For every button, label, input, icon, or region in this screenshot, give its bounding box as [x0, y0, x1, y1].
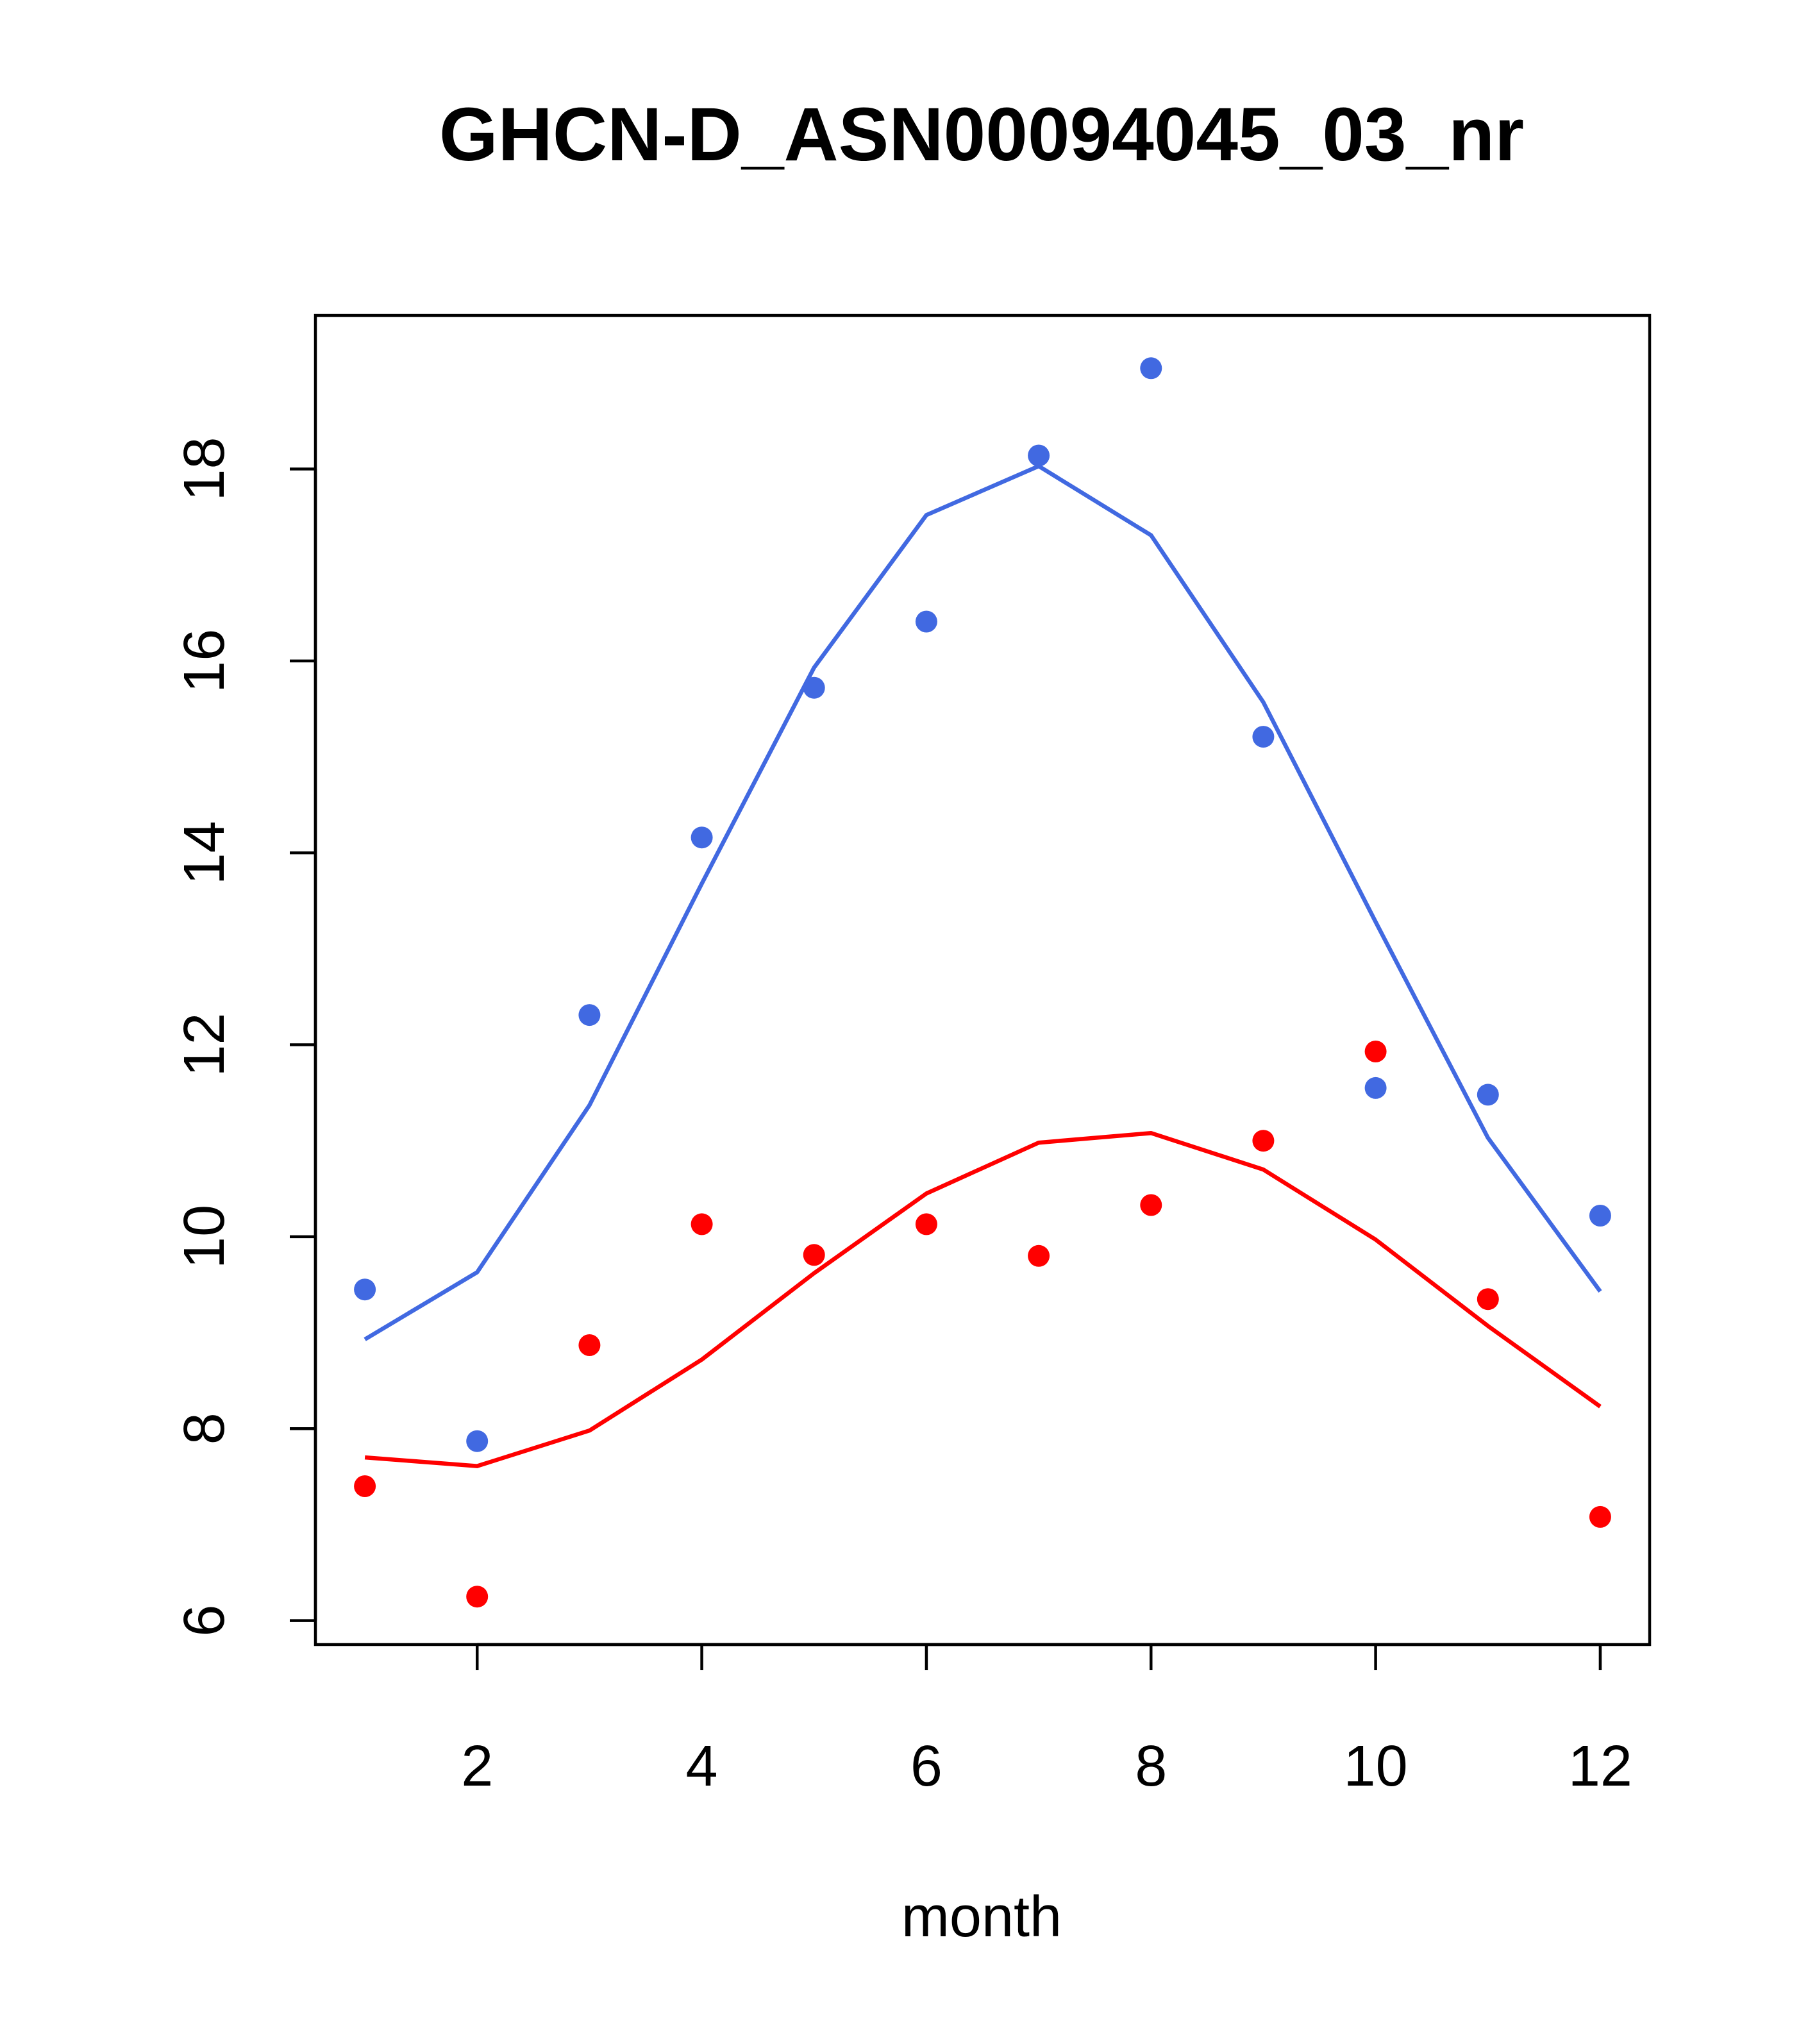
series-2-point [578, 1334, 601, 1356]
series-1-point [354, 1278, 376, 1301]
series-2-line [364, 1130, 1602, 1468]
series-1-point [1252, 726, 1275, 748]
series-2-point [1477, 1288, 1499, 1311]
series-1-point [1028, 444, 1050, 467]
series-1-line [364, 464, 1602, 1341]
series-2-point [1028, 1244, 1050, 1267]
y-tick-label: 8 [172, 1412, 237, 1445]
series-lines [364, 464, 1602, 1468]
x-axis: 2 4 6 8 10 12 [461, 1643, 1632, 1798]
series-1-point [466, 1430, 489, 1452]
plot-frame [314, 314, 1652, 1646]
series-2-point [466, 1586, 489, 1608]
series-points [354, 357, 1611, 1608]
series-2-point [691, 1213, 713, 1236]
series-2-point [803, 1244, 825, 1266]
y-tick-label: 14 [172, 821, 237, 885]
series-2-point [1140, 1194, 1162, 1216]
x-tick-label: 2 [461, 1734, 493, 1798]
chart-title: GHCN-D_ASN00094045_03_nr [439, 92, 1524, 177]
series-1-point [578, 1004, 601, 1026]
y-axis: 6 8 10 12 14 16 18 [172, 437, 317, 1637]
y-tick-label: 16 [172, 629, 237, 693]
x-tick-label: 10 [1344, 1734, 1408, 1798]
x-tick-label: 8 [1135, 1734, 1167, 1798]
series-2-point [354, 1475, 376, 1497]
x-axis-label: month [901, 1885, 1062, 1949]
series-1-point [915, 610, 937, 633]
x-tick-label: 4 [686, 1734, 718, 1798]
series-1-point [1589, 1205, 1611, 1227]
series-2-point [1364, 1041, 1387, 1062]
series-1-point [803, 676, 825, 699]
series-1-point [1140, 357, 1162, 380]
series-1-point [1364, 1076, 1387, 1099]
y-tick-label: 6 [172, 1605, 237, 1637]
series-1-point [691, 826, 713, 849]
y-tick-label: 18 [172, 437, 237, 501]
y-tick-label: 12 [172, 1012, 237, 1076]
series-2-point [1252, 1130, 1275, 1152]
series-2-point [1589, 1505, 1611, 1528]
x-tick-label: 6 [910, 1734, 942, 1798]
series-2-point [915, 1213, 937, 1236]
y-tick-label: 10 [172, 1205, 237, 1269]
series-1-point [1477, 1084, 1499, 1106]
x-tick-label: 12 [1568, 1734, 1632, 1798]
